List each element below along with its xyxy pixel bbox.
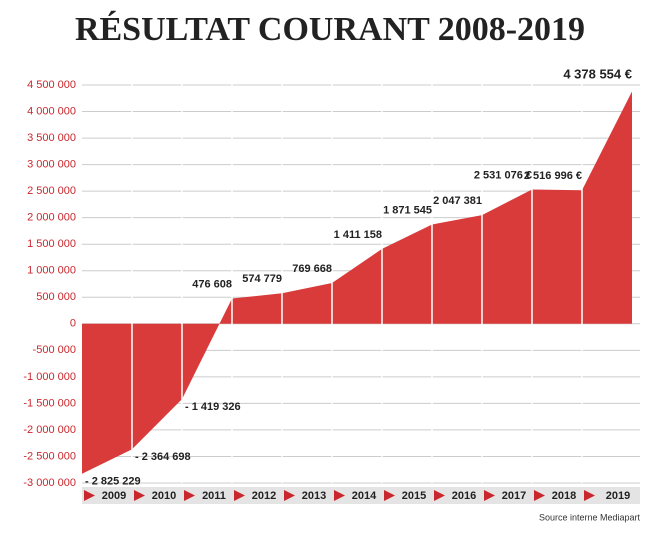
x-tick-label: 2014 <box>352 490 377 502</box>
x-tick-label: 2009 <box>102 490 126 502</box>
x-tick-label: 2011 <box>202 490 226 502</box>
value-label: 574 779 <box>242 273 282 285</box>
category-marker <box>284 490 295 501</box>
y-tick-label: 1 000 000 <box>27 265 76 277</box>
y-tick-label: 2 000 000 <box>27 212 76 224</box>
category-band <box>82 487 640 504</box>
category-marker <box>584 490 595 501</box>
category-marker <box>384 490 395 501</box>
value-label: 2 531 076 € <box>474 169 532 181</box>
y-tick-label: -2 000 000 <box>23 424 76 436</box>
x-tick-label: 2015 <box>402 490 426 502</box>
category-marker <box>84 490 95 501</box>
value-label: 1 411 158 <box>334 229 382 241</box>
category-marker <box>334 490 345 501</box>
y-tick-label: 2 500 000 <box>27 185 76 197</box>
value-label: 769 668 <box>292 263 332 275</box>
chart-title: RÉSULTAT COURANT 2008-2019 <box>75 11 585 48</box>
y-tick-label: -3 000 000 <box>23 477 76 489</box>
y-tick-label: 1 500 000 <box>27 238 76 250</box>
x-tick-label: 2019 <box>606 490 630 502</box>
value-label: 2 047 381 <box>433 195 482 207</box>
y-tick-label: 4 000 000 <box>27 105 76 117</box>
y-tick-label: 500 000 <box>36 291 76 303</box>
value-label: 476 608 <box>192 278 232 290</box>
x-tick-label: 2010 <box>152 490 176 502</box>
value-label: - 2 825 229 <box>85 476 141 488</box>
value-label: 1 871 545 <box>383 204 432 216</box>
category-marker <box>134 490 145 501</box>
x-tick-label: 2018 <box>552 490 576 502</box>
value-label: - 1 419 326 <box>185 401 241 413</box>
y-tick-label: -1 500 000 <box>23 397 76 409</box>
y-tick-label: -2 500 000 <box>23 450 76 462</box>
y-tick-label: -500 000 <box>33 344 76 356</box>
y-tick-label: 3 500 000 <box>27 132 76 144</box>
source: Source interne Mediapart <box>539 512 641 522</box>
value-label: - 2 364 698 <box>135 451 191 463</box>
x-tick-label: 2012 <box>252 490 276 502</box>
category-marker <box>234 490 245 501</box>
y-tick-label: 4 500 000 <box>27 79 76 91</box>
area <box>82 91 632 474</box>
category-marker <box>434 490 445 501</box>
value-label: 4 378 554 € <box>563 66 632 81</box>
category-marker <box>484 490 495 501</box>
y-tick-label: 3 000 000 <box>27 159 76 171</box>
y-tick-label: -1 000 000 <box>23 371 76 383</box>
x-tick-label: 2017 <box>502 490 526 502</box>
x-tick-label: 2013 <box>302 490 326 502</box>
value-label: 2 516 996 € <box>524 170 582 182</box>
category-marker <box>534 490 545 501</box>
category-marker <box>184 490 195 501</box>
x-tick-label: 2016 <box>452 490 476 502</box>
y-tick-label: 0 <box>70 318 76 330</box>
